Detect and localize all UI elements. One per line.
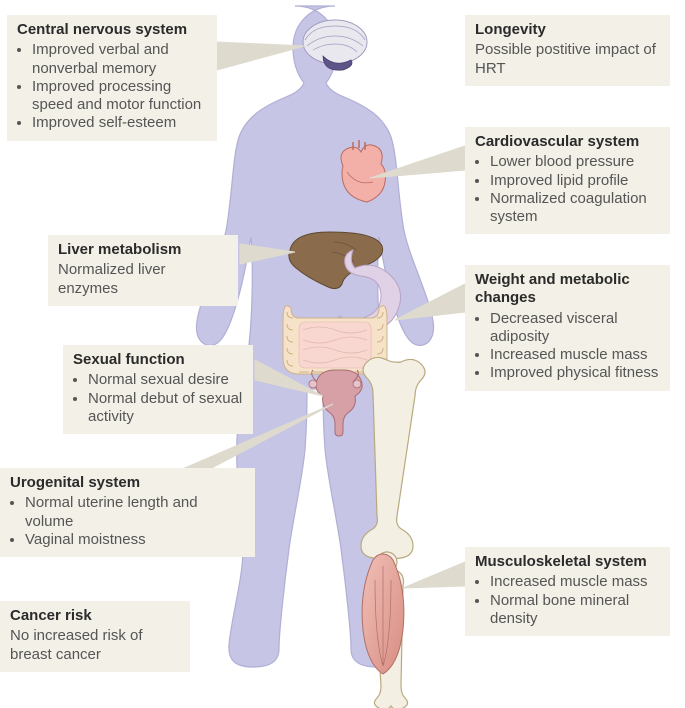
callout-liver: Liver metabolism Normalized liver enzymes bbox=[48, 235, 238, 306]
callout-list: Improved verbal and nonverbal memoryImpr… bbox=[17, 41, 207, 132]
callout-list-item: Increased muscle mass bbox=[490, 346, 660, 364]
callout-subtitle: Possible postitive impact of HRT bbox=[475, 41, 660, 78]
callout-list: Normal uterine length and volumeVaginal … bbox=[10, 494, 245, 549]
callout-title: Weight and metabolic changes bbox=[475, 271, 660, 308]
medical-infographic: { "viewport":{"width":685,"height":708},… bbox=[0, 0, 685, 708]
callout-list-item: Increased muscle mass bbox=[490, 573, 660, 591]
callout-list: Normal sexual desireNormal debut of sexu… bbox=[73, 371, 243, 426]
callout-list-item: Decreased visceral adiposity bbox=[490, 310, 660, 347]
callout-subtitle: No increased risk of breast cancer bbox=[10, 627, 180, 664]
callout-title: Cancer risk bbox=[10, 607, 180, 625]
callout-title: Central nervous system bbox=[17, 21, 207, 39]
callout-list-item: Improved physical fitness bbox=[490, 364, 660, 382]
callout-list-item: Improved processing speed and motor func… bbox=[32, 78, 207, 115]
callout-list-item: Normal debut of sexual activity bbox=[88, 390, 243, 427]
callout-title: Liver metabolism bbox=[58, 241, 228, 259]
callout-subtitle: Normalized liver enzymes bbox=[58, 261, 228, 298]
callout-cancer: Cancer risk No increased risk of breast c… bbox=[0, 601, 190, 672]
callout-musculo: Musculoskeletal system Increased muscle m… bbox=[465, 547, 670, 636]
callout-list-item: Normal uterine length and volume bbox=[25, 494, 245, 531]
callout-list-item: Normal bone mineral density bbox=[490, 592, 660, 629]
callout-list-item: Normal sexual desire bbox=[88, 371, 243, 389]
callout-uro: Urogenital system Normal uterine length a… bbox=[0, 468, 255, 557]
callout-cns: Central nervous system Improved verbal an… bbox=[7, 15, 217, 141]
callout-list-item: Improved lipid profile bbox=[490, 172, 660, 190]
callout-list: Increased muscle massNormal bone mineral… bbox=[475, 573, 660, 628]
callout-list-item: Lower blood pressure bbox=[490, 153, 660, 171]
callout-title: Longevity bbox=[475, 21, 660, 39]
callout-list-item: Improved self-esteem bbox=[32, 114, 207, 132]
callout-title: Sexual function bbox=[73, 351, 243, 369]
callout-list: Lower blood pressureImproved lipid profi… bbox=[475, 153, 660, 226]
callout-title: Cardiovascular system bbox=[475, 133, 660, 151]
callout-list: Decreased visceral adiposityIncreased mu… bbox=[475, 310, 660, 383]
callout-longevity: Longevity Possible postitive impact of HR… bbox=[465, 15, 670, 86]
callout-sexual: Sexual function Normal sexual desireNorma… bbox=[63, 345, 253, 434]
callout-cardio: Cardiovascular system Lower blood pressur… bbox=[465, 127, 670, 234]
callout-list-item: Vaginal moistness bbox=[25, 531, 245, 549]
callout-title: Musculoskeletal system bbox=[475, 553, 660, 571]
callout-list-item: Improved verbal and nonverbal memory bbox=[32, 41, 207, 78]
callout-title: Urogenital system bbox=[10, 474, 245, 492]
callout-metabolic: Weight and metabolic changesDecreased vi… bbox=[465, 265, 670, 391]
callout-list-item: Normalized coagulation system bbox=[490, 190, 660, 227]
